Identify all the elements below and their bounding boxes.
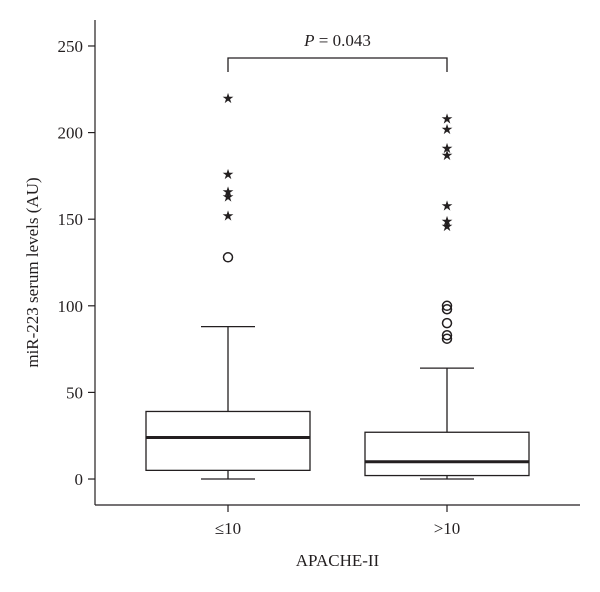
outlier-point (441, 330, 453, 341)
y-tick-label: 0 (75, 470, 84, 489)
y-tick-label: 250 (58, 37, 84, 56)
p-value-number: = 0.043 (315, 31, 371, 50)
x-tick-label: >10 (434, 519, 461, 538)
extreme-point: ★ (222, 167, 235, 183)
iqr-box (364, 431, 530, 477)
y-tick-label: 50 (66, 383, 83, 402)
y-axis-ticks: 0 50 100 150 200 250 (58, 37, 95, 489)
box-group: ★★★★★★★★★★★★ (145, 91, 530, 480)
extreme-point: ★ (222, 91, 235, 107)
y-tick-label: 150 (58, 210, 84, 229)
extreme-point: ★ (222, 184, 235, 200)
extreme-point: ★ (441, 219, 454, 235)
box-high: ★★★★★★★ (364, 112, 530, 480)
significance-bracket (227, 57, 448, 72)
outlier-point (441, 317, 453, 329)
significance-annotation: P = 0.043 (227, 31, 448, 72)
outlier-point (441, 300, 453, 312)
axes (94, 20, 580, 506)
extreme-point: ★ (441, 214, 454, 230)
outlier-point (222, 252, 234, 263)
extreme-point: ★ (441, 198, 454, 214)
x-axis-title: APACHE-II (296, 551, 380, 570)
extreme-point: ★ (222, 209, 235, 225)
y-tick-label: 100 (58, 297, 84, 316)
extreme-point: ★ (222, 190, 235, 206)
p-value-symbol: P (303, 31, 314, 50)
x-tick-label: ≤10 (215, 519, 241, 538)
outlier-point (441, 304, 453, 315)
y-axis-title: miR-223 serum levels (AU) (23, 177, 42, 367)
y-tick-label: 200 (58, 124, 84, 143)
extreme-point: ★ (441, 141, 454, 157)
box-low: ★★★★★ (145, 91, 311, 480)
extreme-point: ★ (441, 122, 454, 138)
extreme-point: ★ (441, 112, 454, 128)
iqr-box (145, 410, 311, 472)
x-axis-ticks: ≤10 >10 (215, 505, 460, 538)
outlier-point (441, 333, 453, 344)
p-value-label: P = 0.043 (303, 31, 371, 50)
extreme-point: ★ (441, 148, 454, 164)
